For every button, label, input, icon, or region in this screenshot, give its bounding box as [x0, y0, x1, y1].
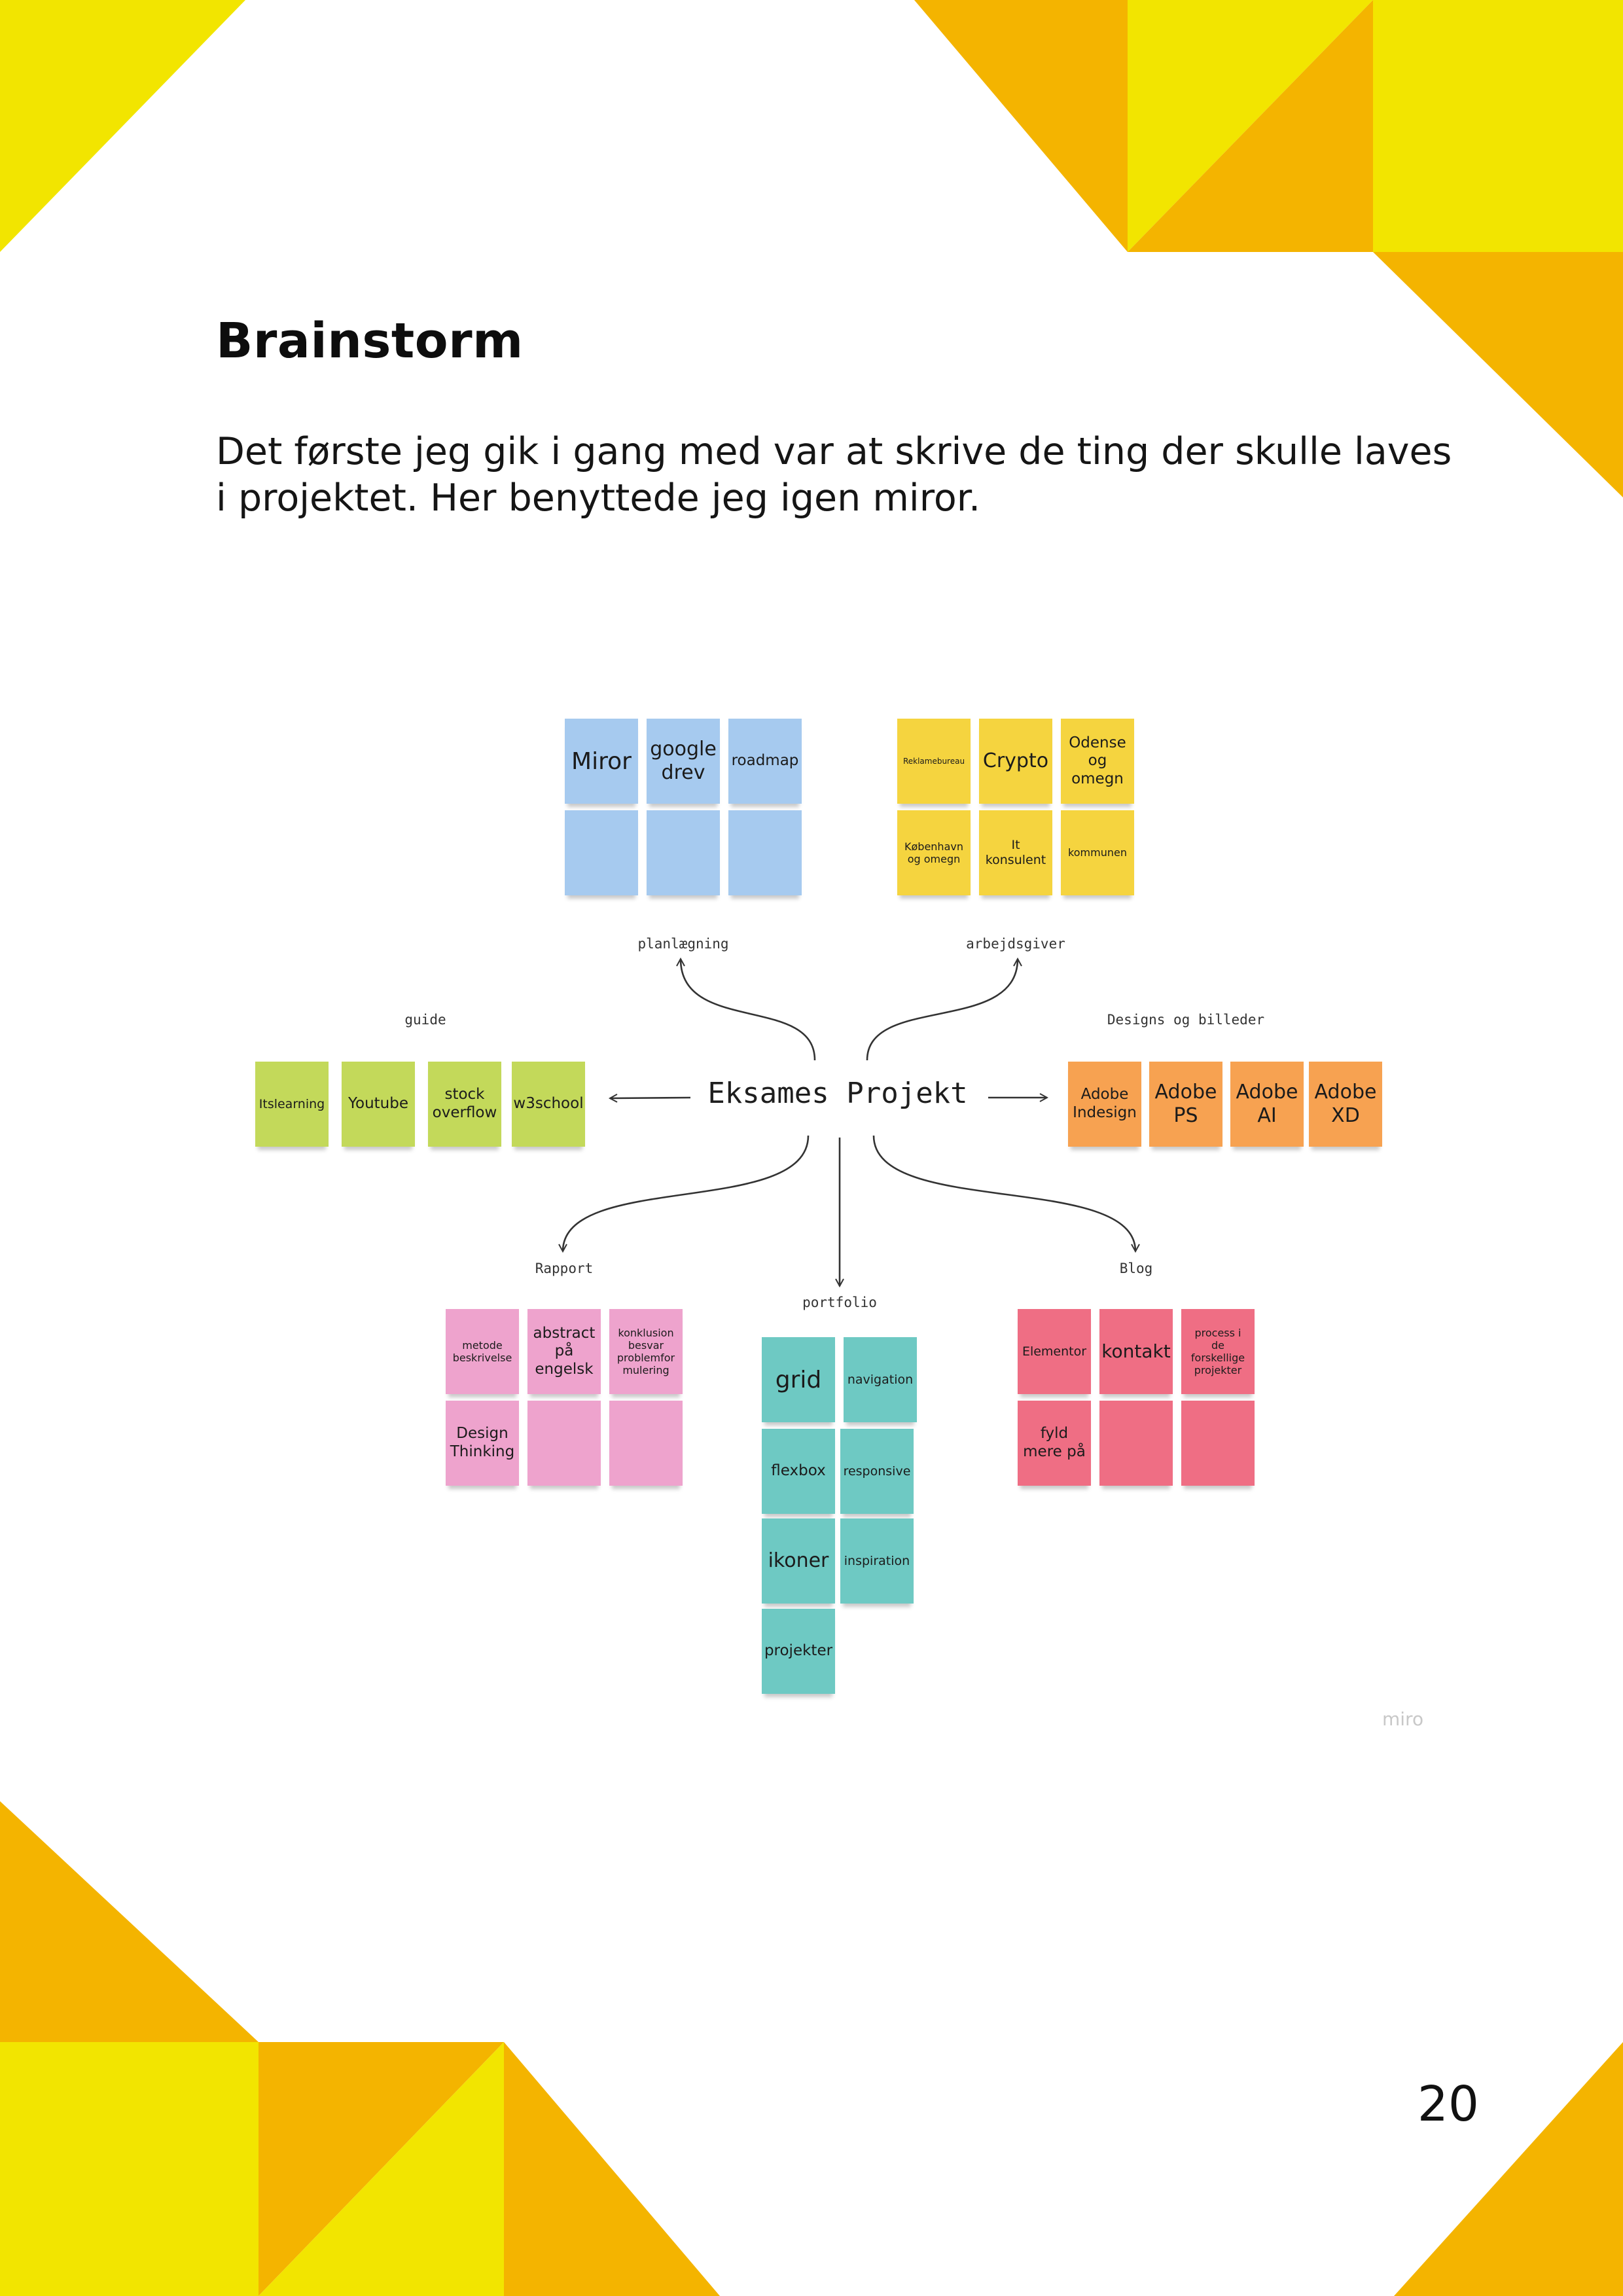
label-rapport: Rapport	[535, 1261, 594, 1276]
note-rapport-2: abstract på engelsk	[527, 1309, 601, 1394]
note-planlaegning-3: roadmap	[728, 719, 802, 804]
miro-watermark: miro	[1382, 1708, 1424, 1730]
page-number: 20	[1417, 2076, 1479, 2132]
note-guide-3: stock overflow	[428, 1062, 501, 1147]
note-rapport-6	[609, 1401, 683, 1486]
note-blog-4: fyld mere på	[1018, 1401, 1091, 1486]
intro-paragraph: Det første jeg gik i gang med var at skr…	[216, 430, 1452, 520]
label-arbejdsgiver: arbejdsgiver	[966, 936, 1065, 952]
note-blog-1: Elementor	[1018, 1309, 1091, 1394]
note-blog-2: kontakt	[1099, 1309, 1173, 1394]
note-rapport-5	[527, 1401, 601, 1486]
note-arbejdsgiver-1: Reklamebureau	[897, 719, 971, 804]
note-guide-4: w3school	[512, 1062, 585, 1147]
note-designs-1: Adobe Indesign	[1068, 1062, 1141, 1147]
note-planlaegning-6	[728, 810, 802, 895]
note-rapport-3: konklusion besvar problemfor mulering	[609, 1309, 683, 1394]
note-designs-2: Adobe PS	[1149, 1062, 1222, 1147]
note-rapport-1: metode beskrivelse	[446, 1309, 519, 1394]
note-arbejdsgiver-3: Odense og omegn	[1061, 719, 1134, 804]
note-blog-5	[1099, 1401, 1173, 1486]
note-blog-6	[1181, 1401, 1255, 1486]
note-planlaegning-1: Miror	[565, 719, 638, 804]
label-guide: guide	[404, 1012, 446, 1028]
note-arbejdsgiver-4: København og omegn	[897, 810, 971, 895]
label-portfolio: portfolio	[802, 1295, 877, 1310]
note-guide-2: Youtube	[342, 1062, 415, 1147]
note-planlaegning-4	[565, 810, 638, 895]
note-portfolio-7: projekter	[762, 1609, 835, 1694]
note-portfolio-4: responsive	[840, 1429, 914, 1514]
page-title: Brainstorm	[216, 313, 524, 369]
note-arbejdsgiver-5: It konsulent	[979, 810, 1052, 895]
note-designs-3: Adobe AI	[1230, 1062, 1304, 1147]
note-arbejdsgiver-2: Crypto	[979, 719, 1052, 804]
label-designs: Designs og billeder	[1107, 1012, 1265, 1028]
note-blog-3: process i de forskellige projekter	[1181, 1309, 1255, 1394]
note-arbejdsgiver-6: kommunen	[1061, 810, 1134, 895]
note-planlaegning-5	[647, 810, 720, 895]
note-rapport-4: Design Thinking	[446, 1401, 519, 1486]
note-portfolio-1: grid	[762, 1337, 835, 1422]
note-portfolio-2: navigation	[844, 1337, 917, 1422]
note-portfolio-3: flexbox	[762, 1429, 835, 1514]
label-planlaegning: planlægning	[637, 936, 729, 952]
note-guide-1: Itslearning	[255, 1062, 329, 1147]
central-topic: Eksames Projekt	[707, 1077, 968, 1110]
label-blog: Blog	[1119, 1261, 1153, 1276]
note-portfolio-5: ikoner	[762, 1518, 835, 1604]
note-designs-4: Adobe XD	[1309, 1062, 1382, 1147]
note-planlaegning-2: google drev	[647, 719, 720, 804]
note-portfolio-6: inspiration	[840, 1518, 914, 1604]
